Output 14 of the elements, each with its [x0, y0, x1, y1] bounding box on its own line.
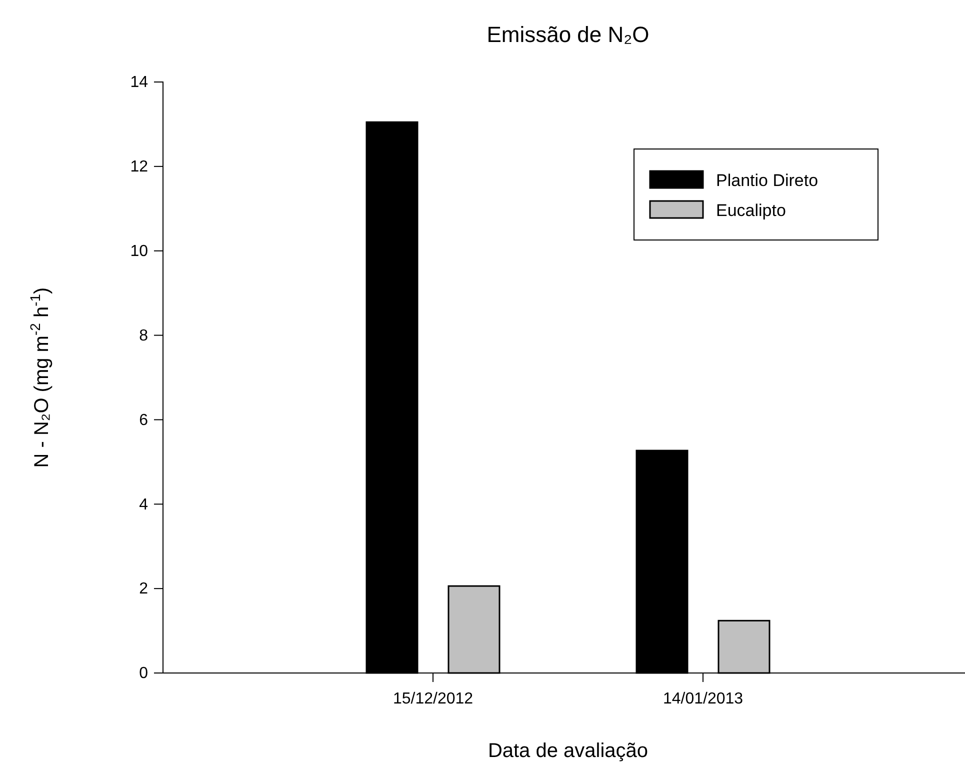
y-tick-label: 0: [139, 665, 148, 682]
y-tick-label: 10: [130, 242, 148, 260]
legend-label: Plantio Direto: [716, 171, 818, 190]
y-tick-label: 2: [139, 580, 148, 598]
x-tick-label: 15/12/2012: [392, 690, 474, 708]
y-tick-label: 4: [139, 496, 148, 514]
chart-title: Emissão de N₂O: [486, 22, 650, 47]
y-tick-label: 8: [139, 327, 148, 344]
y-tick-label: 14: [130, 74, 148, 92]
y-tick-label: 12: [130, 158, 148, 176]
legend-label: Eucalipto: [716, 201, 786, 220]
x-tick-label: 14/01/2013: [662, 690, 744, 708]
x-axis-title: Data de avaliação: [488, 740, 648, 762]
y-tick-label: 6: [139, 412, 148, 429]
